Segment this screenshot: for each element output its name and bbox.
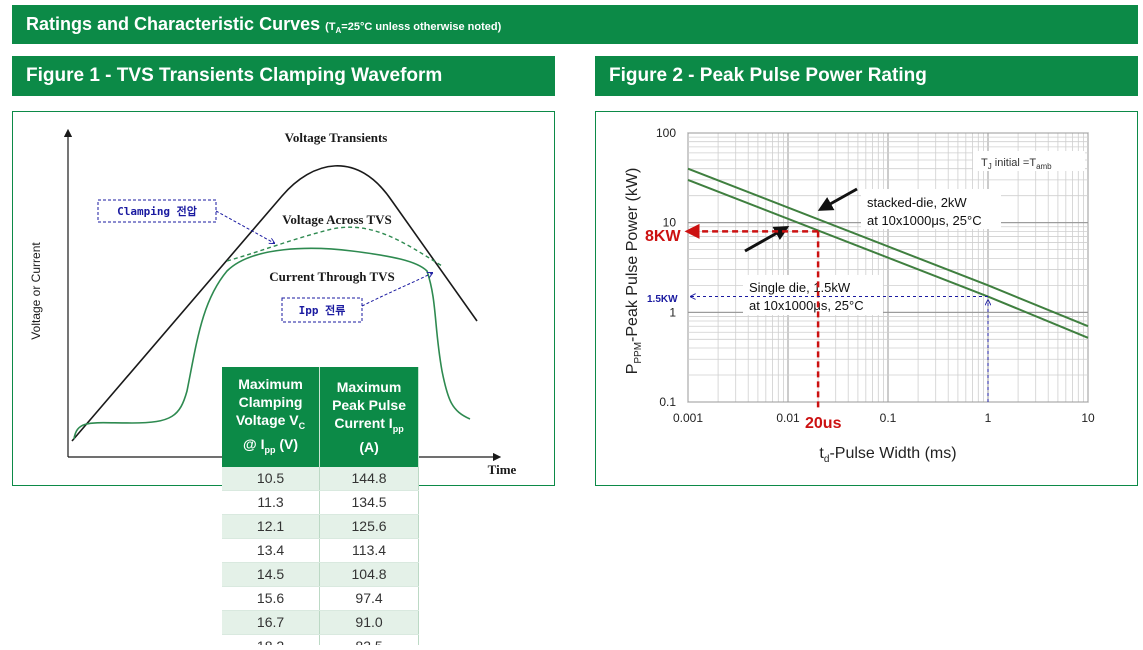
figure1-title: Figure 1 - TVS Transients Clamping Wavef…	[12, 56, 555, 96]
callout-clamping-box	[97, 199, 217, 223]
annotation-single-bg	[743, 275, 883, 315]
series-line-stacked-die	[687, 167, 1089, 328]
cell-vc: 15.6	[222, 586, 321, 611]
tj-note: TJ initial =Tamb	[981, 157, 1052, 171]
cell-vc: 14.5	[222, 562, 321, 587]
table-row: 10.5 144.8	[222, 466, 419, 491]
cell-ipp: 91.0	[319, 610, 419, 635]
x-tick-label: 0.01	[776, 411, 800, 425]
fig2-x-axis-label: td-Pulse Width (ms)	[819, 445, 956, 465]
cell-vc: 13.4	[222, 538, 321, 563]
cell-ipp: 113.4	[319, 538, 419, 563]
y-tick-label: 1	[669, 305, 676, 319]
marker-8kw-label: 8KW	[645, 228, 681, 245]
callout-clamping-arrow	[215, 210, 274, 243]
cell-vc: 16.7	[222, 610, 321, 635]
callout-ipp-text: Ipp 전류	[299, 303, 346, 317]
label-voltage-transients: Voltage Transients	[285, 130, 388, 145]
clamping-table-container: Maximum Clamping Voltage VC @ Ipp (V) Ma…	[222, 367, 421, 645]
fig2-y-axis-label: PPPM-Peak Pulse Power (kW)	[624, 168, 644, 375]
table-row: 16.7 91.0	[222, 610, 419, 635]
cell-ipp: 134.5	[319, 490, 419, 515]
y-tick-label: 100	[656, 126, 676, 140]
annotation-stacked-line2: at 10x1000μs, 25°C	[867, 213, 982, 228]
figure2-title: Figure 2 - Peak Pulse Power Rating	[595, 56, 1138, 96]
marker-15kw-label: 1.5KW	[647, 294, 678, 305]
annotation-stacked-bg	[861, 189, 1001, 229]
cell-ipp: 97.4	[319, 586, 419, 611]
table-row: 11.3 134.5	[222, 490, 419, 515]
y-tick-label: 10	[663, 216, 677, 230]
callout-ipp-box	[281, 297, 363, 323]
annotation-single-line1: Single die, 1.5kW	[749, 280, 851, 295]
table-row: 13.4 113.4	[222, 538, 419, 563]
main-title: Ratings and Characteristic Curves	[26, 14, 321, 34]
col-header-clamping-voltage: Maximum Clamping Voltage VC @ Ipp (V)	[222, 367, 321, 467]
cell-vc: 18.2	[222, 634, 321, 645]
col-header-peak-current: Maximum Peak Pulse Current Ipp (A)	[319, 367, 419, 467]
table-row: 18.283.5	[222, 634, 419, 645]
table-row: 15.6 97.4	[222, 586, 419, 611]
label-current-through: Current Through TVS	[269, 269, 394, 284]
label-voltage-across: Voltage Across TVS	[282, 212, 392, 227]
cell-ipp: 144.8	[319, 466, 419, 491]
callout-ipp-arrow	[361, 273, 432, 307]
fig1-x-axis-label: Time	[488, 462, 517, 477]
plot-ticks: 0.001 0.01 0.1 1 10 0.1 1 10 100	[656, 126, 1095, 425]
clamp-voltage-curve	[226, 226, 443, 267]
fig1-y-axis-label: Voltage or Current	[29, 242, 43, 340]
callout-clamping-text: Clamping 전압	[117, 204, 197, 218]
table-row: 12.1 125.6	[222, 514, 419, 539]
cell-vc: 11.3	[222, 490, 321, 515]
clamping-table: Maximum Clamping Voltage VC @ Ipp (V) Ma…	[222, 367, 419, 645]
x-tick-label: 1	[985, 411, 992, 425]
annotation-stacked-line1: stacked-die, 2kW	[867, 195, 967, 210]
cell-vc: 12.1	[222, 514, 321, 539]
x-tick-label: 10	[1081, 411, 1095, 425]
cell-ipp: 83.5	[319, 634, 419, 645]
x-tick-label: 0.001	[673, 411, 703, 425]
transient-curve	[71, 165, 478, 442]
current-curve	[73, 247, 471, 440]
main-header: Ratings and Characteristic Curves (TA=25…	[12, 5, 1138, 44]
table-row: 14.5 104.8	[222, 562, 419, 587]
annotation-stacked-arrow2	[744, 226, 790, 253]
y-tick-label: 0.1	[659, 395, 676, 409]
figure2-chart: 0.001 0.01 0.1 1 10 0.1 1 10 100 PPPM-Peak Pulse…	[624, 126, 1095, 465]
annotation-stacked-arrow	[817, 187, 858, 211]
cell-vc: 10.5	[222, 466, 321, 491]
main-title-note: (TA=25°C unless otherwise noted)	[325, 21, 502, 36]
cell-ipp: 125.6	[319, 514, 419, 539]
annotation-single-line2: at 10x1000μs, 25°C	[749, 298, 864, 313]
marker-layer	[684, 223, 988, 411]
cell-ipp: 104.8	[319, 562, 419, 587]
marker-20us-label: 20us	[805, 415, 842, 432]
plot-grid	[687, 132, 1089, 403]
tj-note-bg	[973, 151, 1085, 171]
x-tick-label: 0.1	[880, 411, 897, 425]
